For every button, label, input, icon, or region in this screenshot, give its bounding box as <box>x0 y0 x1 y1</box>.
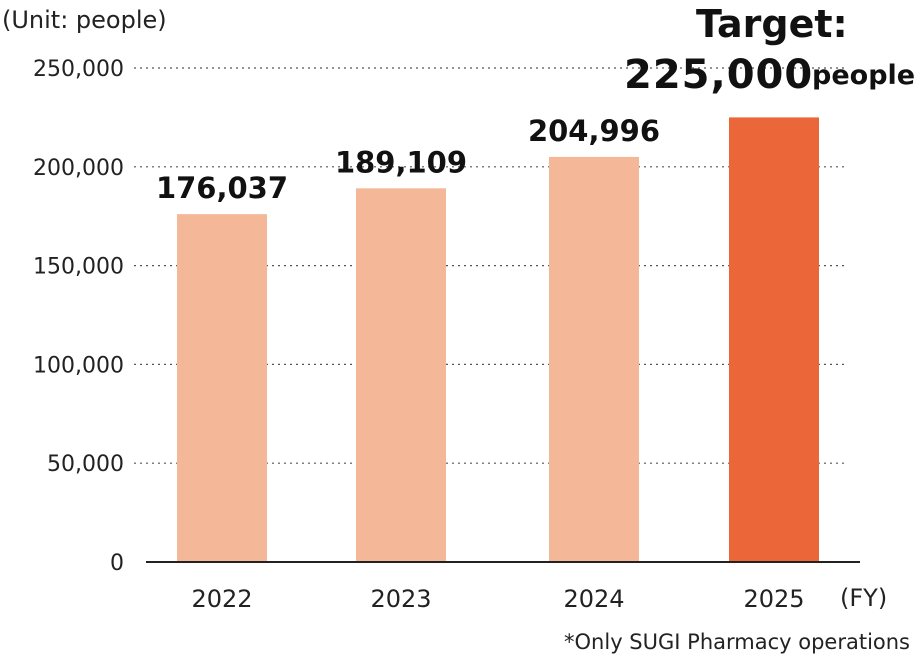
bar-2024 <box>549 156 639 562</box>
y-tick-label: 250,000 <box>33 57 124 82</box>
gridlines <box>134 67 846 464</box>
y-tick-label: 150,000 <box>33 255 124 280</box>
footnote: *Only SUGI Pharmacy operations <box>564 630 910 654</box>
x-axis-unit-label: (FY) <box>840 584 887 612</box>
value-labels: 176,037 189,109 204,996 <box>156 114 660 205</box>
x-tick-labels: 2022 2023 2024 2025 <box>191 585 804 613</box>
target-prefix: Target: <box>696 2 848 46</box>
x-tick-label: 2023 <box>370 585 431 613</box>
x-tick-label: 2025 <box>743 585 804 613</box>
y-tick-label: 200,000 <box>33 156 124 181</box>
bars <box>177 117 819 563</box>
y-axis-unit-label: (Unit: people) <box>2 6 167 34</box>
y-tick-label: 50,000 <box>47 452 124 477</box>
x-tick-label: 2022 <box>191 585 252 613</box>
y-tick-labels: 0 50,000 100,000 150,000 200,000 250,000 <box>33 57 124 576</box>
y-tick-label: 100,000 <box>33 353 124 378</box>
y-tick-label: 0 <box>110 551 124 576</box>
bar-2022 <box>177 214 267 563</box>
bar-2023 <box>356 188 446 562</box>
value-label: 204,996 <box>528 114 660 148</box>
value-label: 189,109 <box>335 145 467 179</box>
target-value: 225,000 <box>624 52 814 98</box>
target-unit: people <box>812 60 916 91</box>
bar-2025 <box>729 117 819 563</box>
x-tick-label: 2024 <box>563 585 624 613</box>
value-label: 176,037 <box>156 171 288 205</box>
